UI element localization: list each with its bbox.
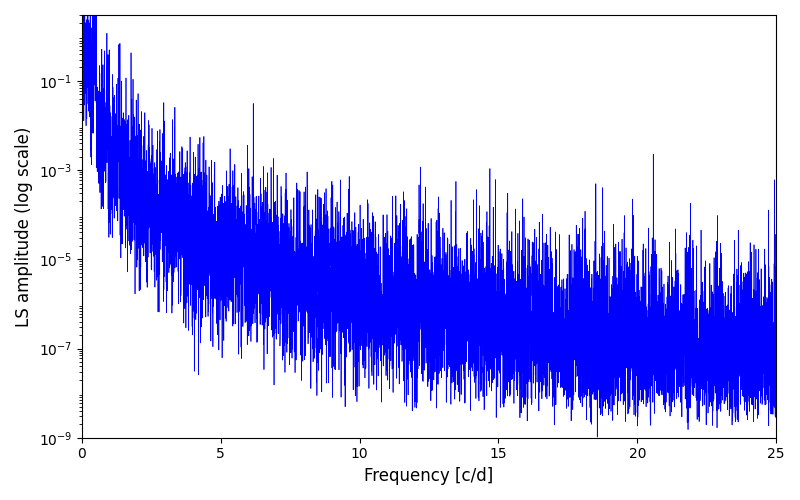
X-axis label: Frequency [c/d]: Frequency [c/d] (364, 467, 494, 485)
Y-axis label: LS amplitude (log scale): LS amplitude (log scale) (15, 126, 33, 326)
